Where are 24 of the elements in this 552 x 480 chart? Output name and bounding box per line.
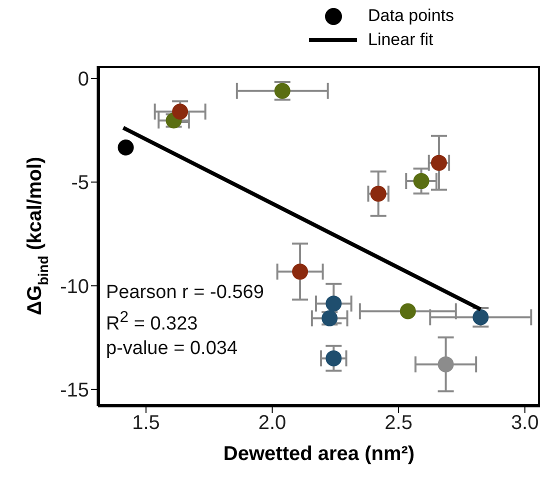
annotation: Pearson r = -0.569 — [106, 281, 264, 305]
y-tick-label: -15 — [60, 380, 89, 402]
point — [326, 350, 342, 366]
annotation: p-value = 0.034 — [106, 337, 239, 362]
y-tick-label: -10 — [60, 276, 89, 298]
point — [370, 186, 386, 202]
point — [326, 296, 342, 312]
legend-label: Linear fit — [368, 30, 434, 50]
point — [172, 104, 188, 120]
point — [430, 154, 447, 171]
y-tick-label: -5 — [71, 172, 89, 194]
annotation: R$^{2}$ = 0.323 — [106, 308, 199, 336]
x-tick-label: 1.5 — [132, 412, 160, 434]
point — [292, 264, 308, 280]
x-tick-label: 3.0 — [510, 412, 539, 434]
point — [438, 356, 454, 372]
point — [118, 139, 134, 156]
x-tick-label: 2.5 — [384, 412, 412, 434]
point — [413, 173, 430, 190]
x-tick-label: 2.0 — [258, 412, 286, 434]
x-axis-title: Dewetted area (nm²) — [223, 443, 415, 465]
legend-label: Data points — [368, 6, 454, 26]
point — [400, 303, 416, 320]
y-tick-label: 0 — [78, 68, 89, 91]
